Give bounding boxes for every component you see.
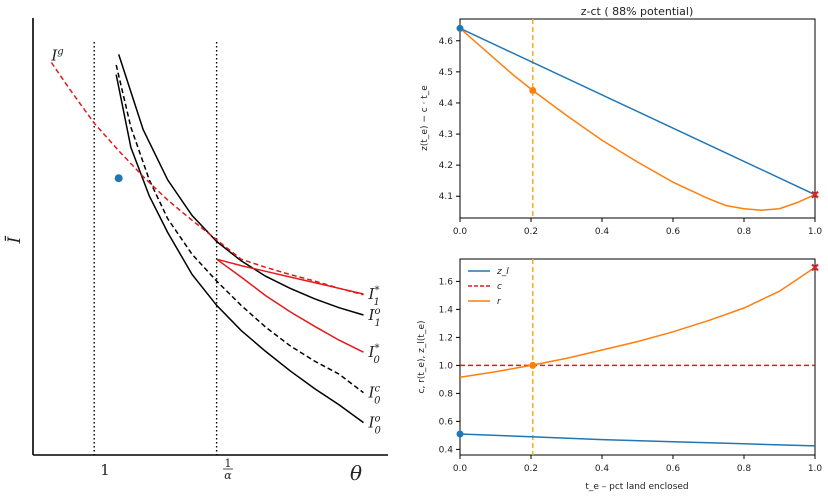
left-label-I_1^o: Io 1 [368, 306, 381, 329]
top-right-xtick-label: 0.8 [737, 227, 752, 237]
top-right-marker-0 [456, 24, 464, 32]
legend-label-z_l: z_l [496, 267, 509, 277]
bottom-right-marker-2 [811, 263, 819, 272]
bottom-right-xtick-label: 0.8 [737, 464, 752, 474]
bottom-right-ytick-label: 1.0 [439, 361, 454, 371]
left-label-I^g: Ig [50, 47, 63, 65]
bottom-right-xlabel: t_e – pct land enclosed [585, 482, 688, 492]
left-label-I_0^*: I* 0 [368, 343, 381, 366]
bottom-right-panel: c, r(t_e), z_l(t_e) t_e – pct land enclo… [417, 258, 823, 492]
svg-text:1: 1 [225, 457, 232, 470]
top-right-frame [459, 18, 816, 219]
left-series-I_0^c [115, 64, 364, 394]
left-xtick-1-over-alpha: 1 α [223, 457, 233, 482]
top-right-ytick-label: 4.2 [439, 161, 453, 171]
bottom-right-marker-1 [529, 361, 537, 369]
top-right-marker-1 [529, 87, 537, 95]
top-right-panel: z-ct ( 88% potential) z(t_e) − c · t_e 0… [420, 5, 822, 237]
top-right-xtick-label: 0.6 [666, 227, 681, 237]
top-right-ytick-label: 4.6 [439, 37, 454, 47]
bottom-right-ytick-label: 0.6 [439, 417, 454, 427]
bottom-right-series-r [459, 266, 816, 379]
left-series-I^g [50, 62, 364, 296]
bottom-right-marker-0 [456, 430, 464, 438]
bottom-right-xtick-label: 0.4 [595, 464, 610, 474]
left-label-I_0^o: Io 0 [368, 414, 382, 437]
top-right-marker-2 [811, 190, 819, 199]
left-xlabel: θ [350, 461, 362, 485]
legend-label-c: c [497, 282, 502, 292]
top-right-xtick-label: 0.0 [453, 227, 468, 237]
top-right-xtick-label: 1.0 [808, 227, 823, 237]
bottom-right-xtick-label: 0.2 [524, 464, 538, 474]
left-label-I_0^c: Ic 0 [368, 384, 382, 407]
bottom-right-ytick-label: 0.8 [439, 389, 454, 399]
top-right-ytick-label: 4.1 [439, 192, 453, 202]
left-label-I_1^*: I* 1 [368, 285, 380, 308]
top-right-series-linear [459, 27, 816, 196]
left-point [114, 174, 123, 183]
left-xtick-1: 1 [100, 461, 110, 479]
bottom-right-ylabel: c, r(t_e), z_l(t_e) [417, 321, 427, 394]
left-series-I_1^o [117, 54, 364, 316]
top-right-ytick-label: 4.3 [439, 130, 453, 140]
bottom-right-series-z_l [459, 433, 816, 447]
top-right-ytick-label: 4.5 [439, 68, 453, 78]
top-right-xtick-label: 0.2 [524, 227, 538, 237]
legend-label-r: r [497, 297, 502, 307]
svg-text:α: α [224, 469, 232, 482]
bottom-right-xtick-label: 0.6 [666, 464, 681, 474]
left-series-I_0^* [216, 258, 364, 353]
top-right-ytick-label: 4.4 [439, 99, 454, 109]
left-ylabel: Ī [4, 235, 25, 244]
bottom-right-frame [459, 258, 816, 456]
bottom-right-xtick-label: 0.0 [453, 464, 468, 474]
bottom-right-ytick-label: 1.4 [439, 305, 454, 315]
left-series-I_0^o [115, 74, 364, 424]
bottom-right-xtick-label: 1.0 [808, 464, 823, 474]
top-right-series-curve [459, 27, 816, 211]
bottom-right-ytick-label: 1.2 [439, 333, 453, 343]
top-right-ylabel: z(t_e) − c · t_e [420, 85, 430, 151]
left-panel: Io 1 Ic 0 Io 0 Ig I* 0 I* 1 1 1 α θ Ī [4, 18, 388, 485]
bottom-right-ytick-label: 1.6 [439, 277, 454, 287]
bottom-right-ytick-label: 0.4 [439, 445, 454, 455]
legend: z_lcr [468, 267, 509, 307]
top-right-title: z-ct ( 88% potential) [581, 5, 694, 18]
left-series-I_1^* [216, 258, 364, 295]
top-right-xtick-label: 0.4 [595, 227, 610, 237]
